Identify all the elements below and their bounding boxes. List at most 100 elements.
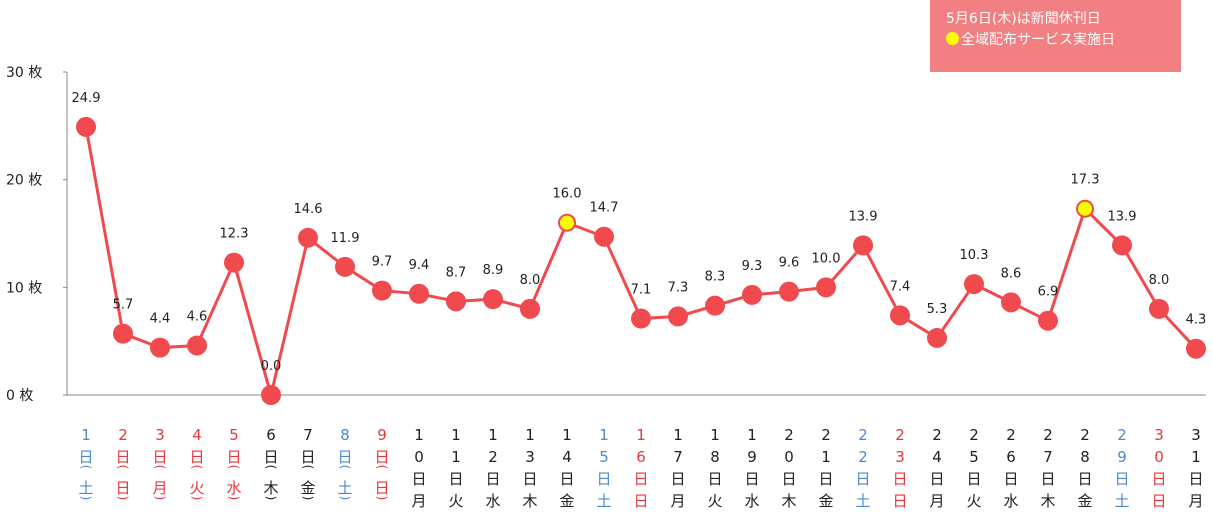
- x-category-char: 日: [411, 470, 426, 488]
- x-category-char: 8: [340, 426, 350, 444]
- highlight-data-point: [1076, 199, 1094, 218]
- x-category-char: 8: [1080, 448, 1090, 466]
- data-point: [890, 305, 910, 326]
- x-category-char: 2: [1043, 426, 1053, 444]
- x-category-label: 1 3 日木: [522, 426, 537, 510]
- x-category-char: 5: [599, 448, 609, 466]
- data-label: 11.9: [331, 231, 360, 246]
- x-category-label: 1 6 日日: [633, 426, 648, 510]
- data-point: [224, 252, 244, 273]
- x-category-label: 1 日(土): [78, 426, 93, 500]
- data-label: 14.7: [590, 201, 619, 216]
- x-category-label: 3 1 日月: [1188, 426, 1203, 510]
- x-category-char: 1: [599, 426, 609, 444]
- x-category-label: 1 9 日水: [744, 426, 759, 510]
- x-category-char: 1: [636, 426, 646, 444]
- x-category-char: 8: [710, 448, 720, 466]
- x-category-label: 1 7 日月: [670, 426, 685, 510]
- x-category-label: 2 0 日木: [781, 426, 796, 510]
- data-point: [816, 277, 836, 298]
- data-label: 5.3: [927, 302, 948, 317]
- x-category-char: 3: [525, 448, 535, 466]
- data-point: [483, 289, 503, 310]
- data-labels: 24.9 5.7 4.4 4.6 12.3 0.0 14.6 11.9 9.7 9.4 8.7 8.9…: [72, 91, 1207, 374]
- x-category-label: 4 日(火): [189, 426, 204, 500]
- x-category-char: 3: [1154, 426, 1164, 444]
- data-point: [927, 327, 947, 348]
- x-category-char: 土: [337, 479, 352, 497]
- x-category-char: 日: [633, 470, 648, 488]
- data-label: 9.4: [409, 258, 430, 273]
- x-category-label: 2 8 日金: [1077, 426, 1092, 510]
- x-category-char: 2: [1006, 426, 1016, 444]
- x-category-char: 2: [488, 448, 498, 466]
- data-point: [520, 298, 540, 319]
- x-category-char: 日: [1003, 470, 1018, 488]
- x-category-label: 1 5 日土: [596, 426, 611, 510]
- x-category-char: 日: [1040, 470, 1055, 488]
- x-category-char: (: [190, 465, 204, 470]
- data-point: [150, 337, 170, 358]
- x-category-char: ): [375, 496, 389, 501]
- data-label: 14.6: [294, 202, 323, 217]
- data-label: 8.3: [705, 270, 726, 285]
- x-category-char: 日: [115, 479, 130, 497]
- x-category-char: 日: [78, 448, 93, 466]
- x-category-char: 日: [744, 470, 759, 488]
- data-point: [1038, 310, 1058, 331]
- data-label: 8.9: [483, 263, 504, 278]
- x-category-char: 日: [152, 448, 167, 466]
- x-category-char: ): [264, 496, 278, 501]
- data-point: [1149, 298, 1169, 319]
- data-point: [187, 335, 207, 356]
- x-category-char: (: [79, 465, 93, 470]
- x-category-char: ): [338, 496, 352, 501]
- data-label: 10.0: [812, 251, 841, 266]
- x-category-char: 7: [303, 426, 313, 444]
- x-category-char: 1: [451, 426, 461, 444]
- axes: [66, 72, 1206, 396]
- data-label: 7.4: [890, 279, 911, 294]
- x-category-char: 金: [559, 492, 574, 510]
- x-category-char: ): [79, 496, 93, 501]
- x-category-char: 4: [562, 448, 572, 466]
- x-category-char: 5: [969, 448, 979, 466]
- x-category-char: 土: [78, 479, 93, 497]
- x-category-char: 2: [821, 426, 831, 444]
- x-category-char: 土: [1114, 492, 1129, 510]
- x-category-char: 水: [485, 492, 500, 510]
- x-category-char: 日: [337, 448, 352, 466]
- x-category-label: 1 8 日火: [707, 426, 722, 510]
- data-label: 13.9: [849, 209, 878, 224]
- x-category-char: 5: [229, 426, 239, 444]
- data-point: [594, 226, 614, 247]
- x-category-char: 火: [707, 492, 722, 510]
- x-category-char: 1: [673, 426, 683, 444]
- data-point: [1001, 292, 1021, 313]
- x-category-label: 1 4 日金: [559, 426, 574, 510]
- data-label: 4.3: [1186, 313, 1207, 328]
- x-category-label: 1 2 日水: [485, 426, 500, 510]
- x-category-char: 9: [377, 426, 387, 444]
- x-category-char: 6: [266, 426, 276, 444]
- x-category-char: 火: [189, 479, 204, 497]
- x-category-char: ): [227, 496, 241, 501]
- x-category-char: ): [301, 496, 315, 501]
- x-category-char: 日: [522, 470, 537, 488]
- x-category-char: 金: [300, 479, 315, 497]
- data-point: [853, 235, 873, 256]
- x-category-char: (: [264, 465, 278, 470]
- data-point: [372, 280, 392, 301]
- x-category-char: (: [375, 465, 389, 470]
- x-category-char: 1: [1191, 448, 1201, 466]
- x-category-char: 木: [263, 479, 278, 497]
- data-point: [1112, 235, 1132, 256]
- data-label: 12.3: [220, 227, 249, 242]
- x-category-char: 日: [855, 470, 870, 488]
- x-category-label: 2 5 日火: [966, 426, 981, 510]
- legend-note: 5月6日(木)は新聞休刊日: [946, 11, 1101, 27]
- x-category-char: 6: [636, 448, 646, 466]
- x-category-char: 日: [1188, 470, 1203, 488]
- x-category-char: 4: [192, 426, 202, 444]
